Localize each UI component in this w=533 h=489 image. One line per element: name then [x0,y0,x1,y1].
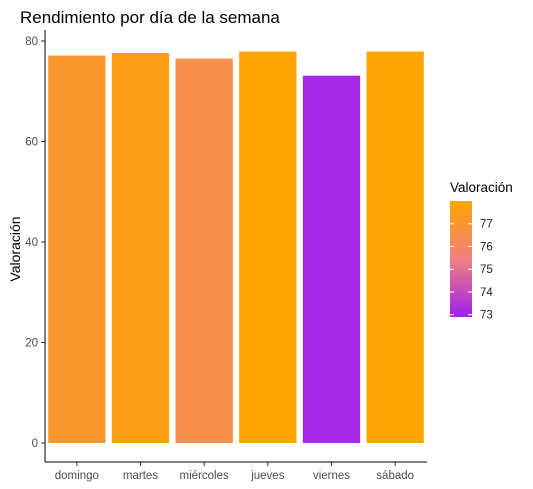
bar-0 [48,55,106,443]
legend-colorbar [450,201,472,317]
x-tick-label: martes [123,470,158,482]
legend-tick-label: 73 [480,310,493,322]
chart-title: Rendimiento por día de la semana [20,8,280,27]
legend-tick-label: 77 [480,219,493,231]
y-axis-title: Valoración [7,216,23,281]
x-tick-label: viernes [313,470,350,482]
legend-title: Valoración [450,180,513,195]
y-axis-ticks: 0 20 40 60 80 [25,36,45,450]
x-tick-label: domingo [55,470,99,482]
bar-1 [111,53,170,444]
legend: Valoración 77 76 75 74 73 [450,180,513,322]
x-tick-label: sábado [376,470,414,482]
y-tick-label: 40 [25,237,38,249]
legend-tick-label: 74 [480,287,493,299]
legend-tick-label: 75 [480,264,493,276]
y-tick-label: 0 [32,438,38,450]
x-tick-label: miércoles [180,470,229,482]
y-tick-label: 20 [25,338,38,350]
bar-4 [302,75,361,444]
bar-3 [239,51,297,444]
x-axis-ticks: domingo martes miércoles jueves viernes sábad… [55,462,414,482]
bar-2 [175,58,233,444]
y-tick-label: 80 [25,36,38,48]
bar-group [48,51,424,444]
y-tick-label: 60 [25,137,38,149]
x-tick-label: jueves [250,470,284,482]
legend-ticks: 77 76 75 74 73 [450,219,493,322]
bar-5 [366,51,424,444]
legend-tick-label: 76 [480,241,493,253]
